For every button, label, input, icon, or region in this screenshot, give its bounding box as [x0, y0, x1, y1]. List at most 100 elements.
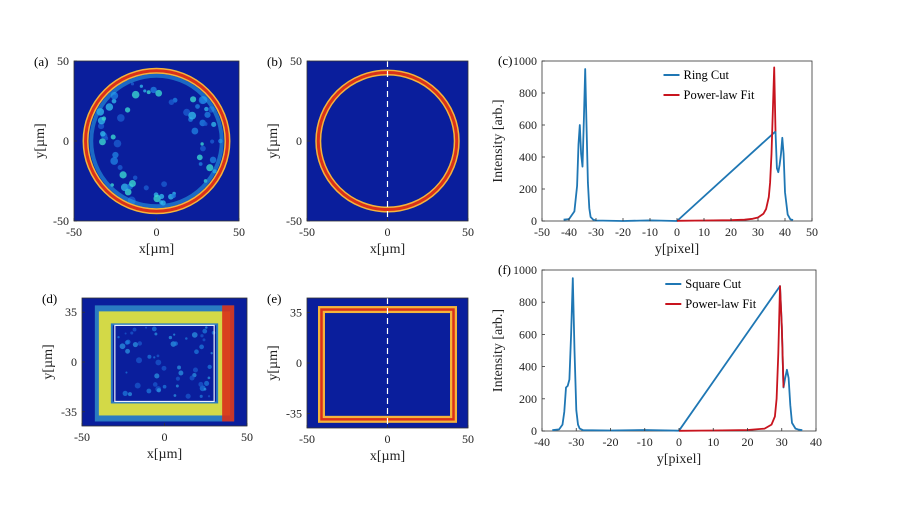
- speckle: [143, 89, 147, 93]
- speckle: [189, 375, 195, 381]
- y-tick-label: 200: [519, 182, 537, 196]
- heatmap-body: [307, 61, 468, 221]
- speckle: [203, 387, 207, 391]
- y-tick-label: 800: [519, 295, 537, 309]
- speckle: [202, 338, 206, 342]
- speckle: [101, 116, 107, 121]
- x-axis-label: x[µm]: [139, 242, 174, 257]
- speckle: [194, 349, 199, 355]
- y-tick-label: 600: [519, 118, 537, 132]
- x-tick-label: 50: [462, 225, 474, 239]
- panel-c: -50 -40 -30 -20 -10 0 10 20 30 40 50 1000 800 600 400 2…: [491, 53, 818, 257]
- speckle: [147, 354, 152, 359]
- speckle: [151, 326, 157, 332]
- panel-label: (f): [498, 262, 511, 277]
- speckle: [146, 388, 152, 394]
- speckle: [161, 181, 168, 188]
- panel-label: (c): [498, 53, 512, 68]
- ring-core: [84, 69, 229, 213]
- speckle: [173, 394, 177, 397]
- x-axis-label: y[pixel]: [657, 452, 701, 467]
- speckle: [191, 332, 198, 338]
- speckle: [100, 131, 106, 137]
- y-tick-label: 400: [519, 360, 537, 374]
- speckle: [156, 388, 161, 393]
- x-tick-label: -20: [615, 225, 631, 239]
- speckle: [152, 382, 158, 387]
- speckle: [204, 111, 211, 118]
- speckle: [175, 384, 179, 388]
- panel-label: (d): [42, 291, 57, 306]
- speckle: [206, 164, 214, 172]
- speckle: [204, 380, 210, 386]
- speckle: [173, 333, 176, 336]
- speckle: [153, 194, 161, 203]
- x-tick-label: 0: [674, 225, 680, 239]
- y-tick-label: -50: [53, 214, 69, 228]
- series-line-1: [676, 66, 777, 222]
- speckle: [136, 357, 142, 364]
- x-axis-label: y[pixel]: [655, 242, 699, 257]
- speckle: [154, 373, 160, 379]
- x-tick-label: -50: [299, 225, 315, 239]
- panel-label: (a): [34, 54, 48, 69]
- speckle: [196, 154, 203, 161]
- inner-halo: [89, 73, 224, 209]
- x-tick-label: 20: [742, 435, 754, 449]
- y-tick-label: 0: [63, 134, 69, 148]
- speckle: [161, 365, 167, 371]
- x-tick-label: 50: [233, 225, 245, 239]
- x-axis-label: x[µm]: [370, 449, 405, 464]
- speckle: [113, 139, 122, 148]
- speckle: [205, 326, 208, 329]
- x-tick-label: 40: [779, 225, 791, 239]
- x-tick-label: -40: [534, 435, 550, 449]
- speckle: [209, 156, 217, 164]
- x-tick-label: 10: [698, 225, 710, 239]
- speckle: [199, 344, 204, 350]
- speckle: [117, 114, 125, 122]
- speckle: [185, 393, 191, 399]
- x-tick-label: -50: [534, 225, 550, 239]
- speckle: [198, 162, 203, 166]
- legend-entry: Ring Cut: [684, 68, 730, 82]
- speckle: [198, 381, 204, 387]
- speckle: [110, 157, 119, 165]
- x-tick-label: -50: [299, 432, 315, 446]
- x-tick-label: -50: [66, 225, 82, 239]
- speckle: [98, 122, 105, 130]
- legend-entry: Power-law Fit: [685, 297, 756, 311]
- speckle: [162, 384, 167, 389]
- speckle: [200, 145, 206, 152]
- y-tick-label: -35: [286, 407, 302, 421]
- speckle: [143, 185, 149, 191]
- x-tick-label: 0: [676, 435, 682, 449]
- y-axis-label: y[µm]: [41, 344, 56, 379]
- speckle: [128, 179, 136, 187]
- y-tick-label: 1000: [513, 54, 537, 68]
- series-line-0: [552, 277, 803, 432]
- x-axis-label: x[µm]: [370, 242, 405, 257]
- x-tick-label: 50: [241, 430, 253, 444]
- speckle: [200, 334, 204, 338]
- speckle: [150, 86, 157, 94]
- y-tick-label: 0: [71, 355, 77, 369]
- speckle: [117, 336, 120, 339]
- y-axis-label: y[µm]: [33, 123, 48, 158]
- speckle: [120, 183, 129, 192]
- speckle: [210, 352, 213, 355]
- speckle: [207, 395, 211, 398]
- heatmap-body: [82, 298, 247, 426]
- speckle: [173, 341, 178, 346]
- x-tick-label: -30: [568, 435, 584, 449]
- x-tick-label: -50: [74, 430, 90, 444]
- speckle: [119, 171, 127, 179]
- y-tick-label: 1000: [513, 263, 537, 277]
- speckle: [124, 340, 130, 345]
- frame-hot-edge: [222, 305, 235, 422]
- speckle: [130, 331, 134, 335]
- speckle: [125, 371, 128, 374]
- x-tick-label: 30: [752, 225, 764, 239]
- speckle: [203, 121, 208, 126]
- speckle: [211, 330, 216, 335]
